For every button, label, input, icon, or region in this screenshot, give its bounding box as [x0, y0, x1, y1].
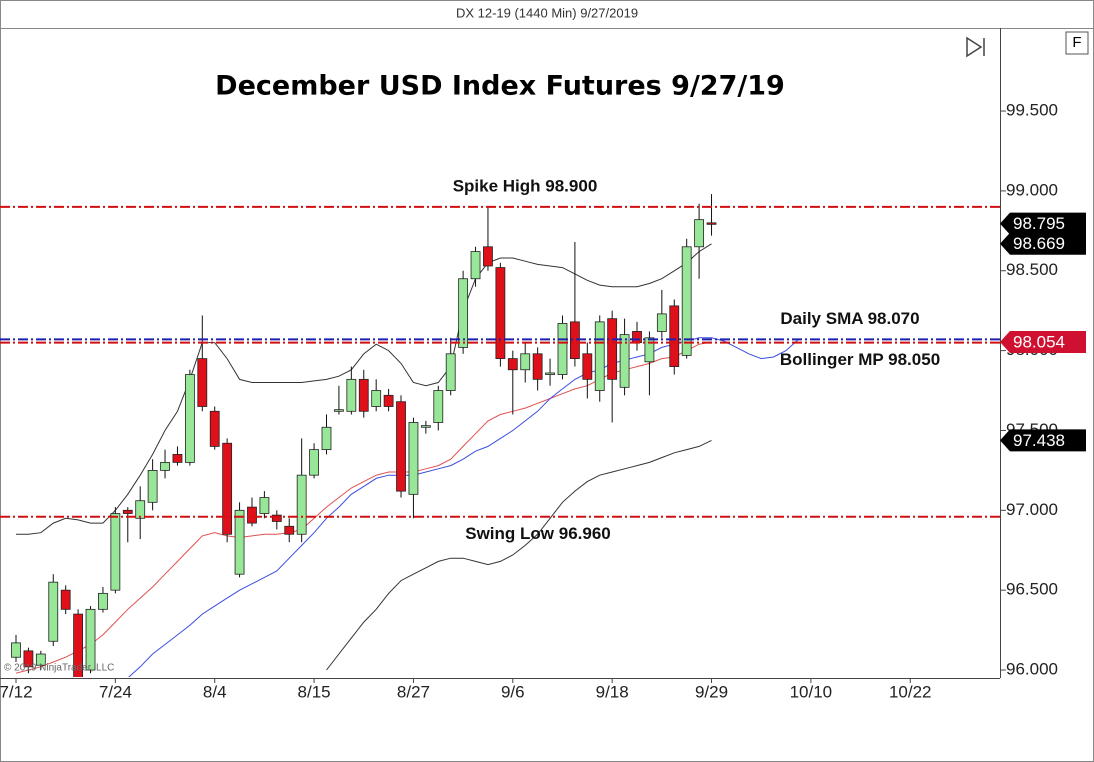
candle-body: [23, 650, 34, 668]
candle-body: [520, 353, 531, 371]
candle-body: [694, 219, 704, 248]
price-tag: [1000, 212, 1086, 235]
x-tick-label: 10/10: [790, 682, 833, 701]
candle-body: [458, 278, 469, 348]
chart-title: December USD Index Futures 9/27/19: [215, 71, 785, 102]
candle-body: [644, 337, 655, 363]
candle-body: [582, 353, 593, 380]
price-tag-label: 98.054: [1013, 332, 1065, 351]
y-tick-label: 97.000: [1006, 500, 1058, 519]
y-tick-label: 96.000: [1006, 659, 1058, 678]
candle-body: [184, 374, 195, 463]
candle-body: [681, 246, 692, 356]
candle-body: [197, 358, 208, 407]
candle-body: [73, 613, 83, 677]
candle-body: [60, 589, 71, 610]
x-tick-label: 8/15: [298, 682, 331, 701]
candle-body: [532, 353, 543, 380]
candle-body: [396, 401, 406, 492]
level-label: Bollinger MP 98.050: [780, 350, 940, 369]
price-tag: [1000, 232, 1086, 255]
price-tag-label: 98.795: [1013, 214, 1065, 233]
candle-body: [48, 581, 59, 642]
x-tick-label: 10/22: [889, 682, 932, 701]
candle-body: [135, 500, 146, 519]
candle-body: [470, 251, 481, 280]
indicator-line: [16, 243, 712, 535]
candle-body: [110, 513, 121, 591]
candle-body: [160, 461, 170, 471]
candle-body: [706, 222, 717, 225]
candle-body: [507, 358, 518, 371]
level-label: Spike High 98.900: [453, 176, 598, 195]
candle-body: [259, 497, 270, 514]
price-tag: [1000, 330, 1086, 353]
y-tick-label: 96.500: [1006, 580, 1058, 599]
candle-body: [35, 653, 46, 666]
candle-body: [433, 390, 444, 423]
x-tick-label: 7/24: [99, 682, 132, 701]
candle-body: [234, 509, 245, 575]
candle-body: [309, 449, 319, 476]
candle-body: [147, 469, 158, 503]
y-tick-label: 99.500: [1006, 101, 1058, 120]
x-tick-label: 9/29: [695, 682, 728, 701]
level-label: Swing Low 96.960: [465, 524, 611, 543]
candle-body: [656, 313, 667, 332]
candle-body: [420, 425, 431, 428]
candle-body: [669, 305, 680, 367]
x-tick-label: 8/27: [397, 682, 430, 701]
candle-body: [594, 321, 605, 391]
candle-body: [98, 592, 108, 610]
candle-body: [383, 394, 394, 407]
copyright: © 2019 NinjaTrader, LLC: [4, 663, 114, 674]
candle-body: [495, 267, 506, 359]
candle-body: [321, 426, 332, 451]
candle-body: [408, 422, 419, 495]
y-tick-label: 98.500: [1006, 260, 1058, 279]
y-tick-label: 99.000: [1006, 180, 1058, 199]
candle-body: [222, 442, 233, 535]
f-button-label[interactable]: F: [1072, 34, 1081, 51]
candle-body: [607, 318, 618, 380]
candle-body: [632, 331, 642, 344]
header: DX 12-19 (1440 Min) 9/27/2019: [456, 5, 638, 20]
candle-body: [247, 506, 257, 524]
candle-body: [619, 334, 630, 388]
candle-body: [483, 246, 493, 267]
candle-body: [346, 378, 357, 412]
candle-body: [445, 353, 456, 391]
candle-body: [122, 509, 133, 514]
candle-body: [545, 372, 555, 375]
x-tick-label: 7/12: [0, 682, 33, 701]
x-tick-label: 8/4: [203, 682, 227, 701]
f-button[interactable]: [1065, 31, 1089, 55]
scroll-end-icon[interactable]: [966, 36, 985, 58]
indicator-line: [326, 439, 712, 671]
x-tick-label: 9/6: [501, 682, 525, 701]
candle-body: [11, 642, 21, 658]
candle-body: [85, 608, 96, 671]
price-tag-label: 97.438: [1013, 431, 1065, 450]
candle-body: [284, 525, 295, 535]
candle-body: [172, 454, 183, 463]
candle-body: [371, 390, 382, 407]
candle-body: [296, 474, 307, 535]
plot: [11, 194, 799, 677]
price-tag-label: 98.669: [1013, 234, 1065, 253]
x-tick-label: 9/18: [596, 682, 629, 701]
candle-body: [334, 409, 344, 412]
candle-body: [271, 514, 282, 522]
level-label: Daily SMA 98.070: [780, 309, 919, 328]
candle-body: [557, 323, 568, 375]
candle-body: [209, 410, 220, 447]
candle-body: [358, 378, 369, 412]
price-tag: [1000, 429, 1086, 452]
